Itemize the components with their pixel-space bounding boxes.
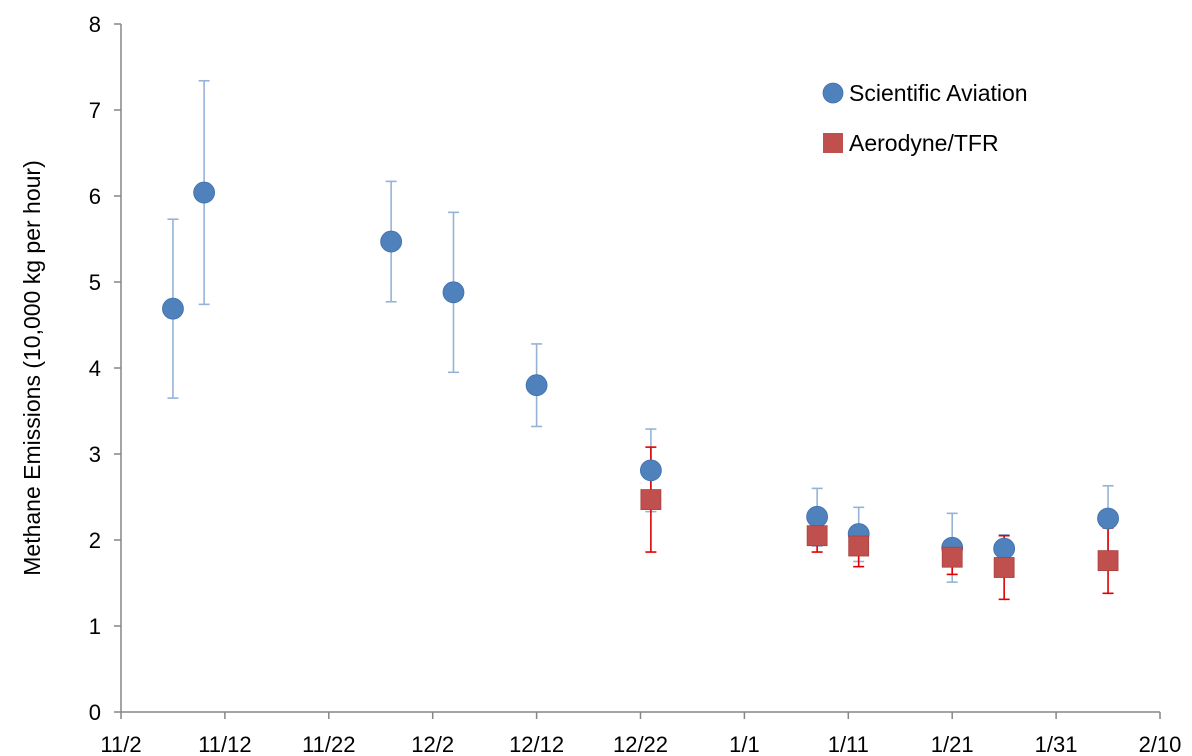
scientific-aviation-point [806,505,829,528]
scientific-aviation-point [162,297,184,320]
y-tick-label: 1 [89,614,101,639]
ticks [114,23,1161,719]
scientific-aviation-point [1097,507,1119,530]
data-markers [162,181,1119,578]
legend-label: Aerodyne/TFR [849,130,999,156]
y-tick-label: 7 [89,98,101,123]
y-tick-label: 5 [89,270,101,295]
x-tick-label: 11/12 [198,732,251,756]
scientific-aviation-point [993,537,1016,560]
aerodyne-tfr-point [941,546,963,568]
legend-item-0: Scientific Aviation [822,80,1028,106]
aerodyne-tfr-point [993,557,1015,578]
legend-label: Scientific Aviation [849,80,1028,106]
y-tick-label: 6 [89,184,101,209]
aerodyne-tfr-point [640,489,662,510]
legend: Scientific Aviation Aerodyne/TFR [822,80,1028,156]
y-tick-label: 2 [89,528,101,553]
x-tick-label: 12/12 [509,732,564,756]
aerodyne-tfr-point [1097,550,1119,572]
x-tick-label: 11/2 [100,732,141,756]
legend-marker-circle [822,82,844,104]
y-axis-title: Methane Emissions (10,000 kg per hour) [19,160,45,576]
scientific-aviation-point [442,281,465,304]
y-tick-label: 4 [89,356,101,381]
x-tick-label: 11/22 [302,732,355,756]
x-tick-label: 1/21 [931,732,974,756]
x-tick-label: 1/31 [1035,732,1078,756]
aerodyne-tfr-point [806,525,828,547]
scientific-aviation-point [193,181,216,204]
x-tick-label: 2/10 [1139,732,1182,756]
x-tick-label: 12/22 [613,732,668,756]
axes [120,24,1160,713]
scientific-aviation-point [525,374,548,397]
x-tick-label: 1/11 [828,732,869,756]
error-bars [167,79,1114,601]
legend-item-1: Aerodyne/TFR [823,130,999,156]
scientific-aviation-point [639,459,662,482]
x-tick-label: 12/2 [411,732,454,756]
y-tick-label: 3 [89,442,101,467]
y-tick-label: 0 [89,700,101,725]
legend-marker-square [823,133,843,153]
x-tick-label: 1/1 [729,732,760,756]
aerodyne-tfr-point [848,535,870,557]
y-tick-label: 8 [89,12,101,37]
scientific-aviation-point [380,230,403,253]
tick-labels: 0 1 2 3 4 5 6 7 8 11/2 11/12 11/22 12/2 12/12 12/22 1/1… [89,12,1182,756]
